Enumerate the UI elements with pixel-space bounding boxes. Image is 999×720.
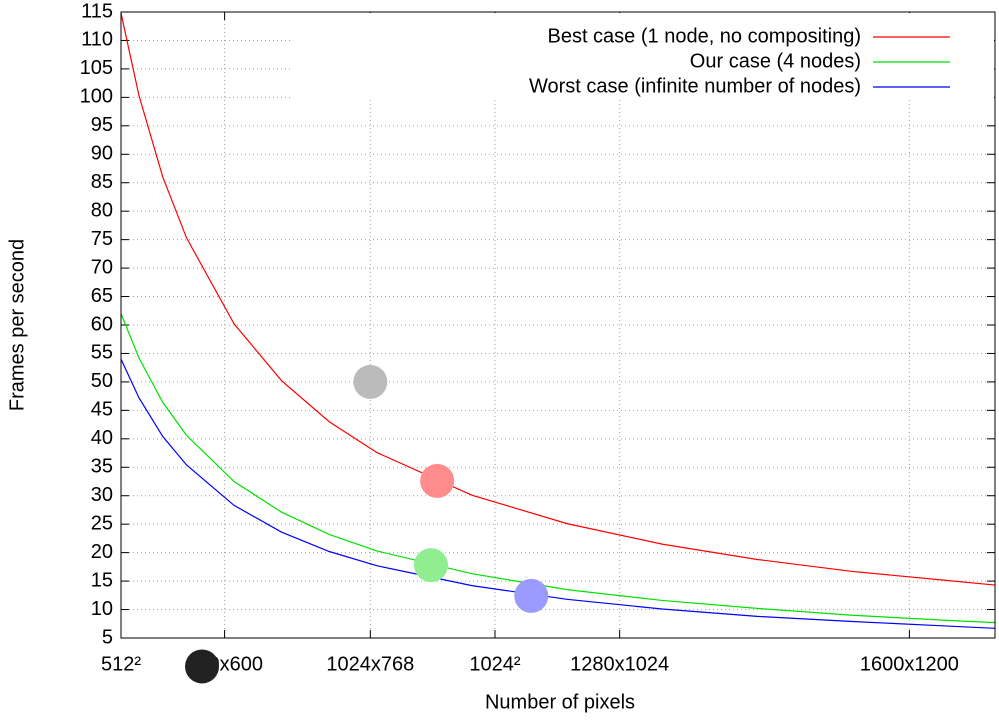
y-tick-label: 55 (91, 342, 113, 364)
x-tick-label: 1280x1024 (570, 653, 669, 675)
marker-point (420, 463, 455, 498)
marker-point (185, 649, 220, 684)
series-line (120, 13, 996, 586)
marker-point (413, 548, 448, 583)
y-tick-label: 45 (91, 399, 113, 421)
y-tick-label: 60 (91, 313, 113, 335)
y-tick-label: 5 (102, 626, 113, 648)
series-line (120, 313, 996, 624)
y-tick-label: 10 (91, 598, 113, 620)
y-tick-label: 40 (91, 427, 113, 449)
y-tick-label: 20 (91, 541, 113, 563)
legend-box (290, 13, 994, 100)
series-line (120, 358, 996, 629)
y-tick-label: 90 (91, 143, 113, 165)
x-tick-label: 1600x1200 (860, 653, 959, 675)
y-tick-label: 95 (91, 114, 113, 136)
y-tick-label: 30 (91, 484, 113, 506)
legend-label: Best case (1 node, no compositing) (547, 25, 861, 47)
x-axis-label: Number of pixels (485, 691, 635, 713)
y-axis-label: Frames per second (6, 239, 28, 411)
y-tick-label: 35 (91, 456, 113, 478)
marker-point (514, 578, 549, 613)
y-tick-label: 105 (80, 57, 113, 79)
y-tick-label: 80 (91, 199, 113, 221)
y-tick-label: 100 (80, 86, 113, 108)
y-tick-label: 75 (91, 228, 113, 250)
x-tick-label: 1024² (469, 653, 520, 675)
y-tick-label: 85 (91, 171, 113, 193)
y-tick-label: 50 (91, 370, 113, 392)
legend-label: Worst case (infinite number of nodes) (529, 75, 861, 97)
legend-label: Our case (4 nodes) (690, 50, 861, 72)
y-tick-label: 65 (91, 285, 113, 307)
y-tick-label: 70 (91, 256, 113, 278)
marker-point (353, 364, 388, 399)
y-tick-label: 115 (81, 0, 113, 22)
y-tick-label: 15 (91, 569, 113, 591)
x-tick-label: 1024x768 (326, 653, 414, 675)
plot-frame (120, 11, 996, 639)
y-tick-label: 25 (91, 512, 113, 534)
y-tick-label: 110 (81, 29, 113, 51)
x-tick-label: 512² (101, 653, 141, 675)
